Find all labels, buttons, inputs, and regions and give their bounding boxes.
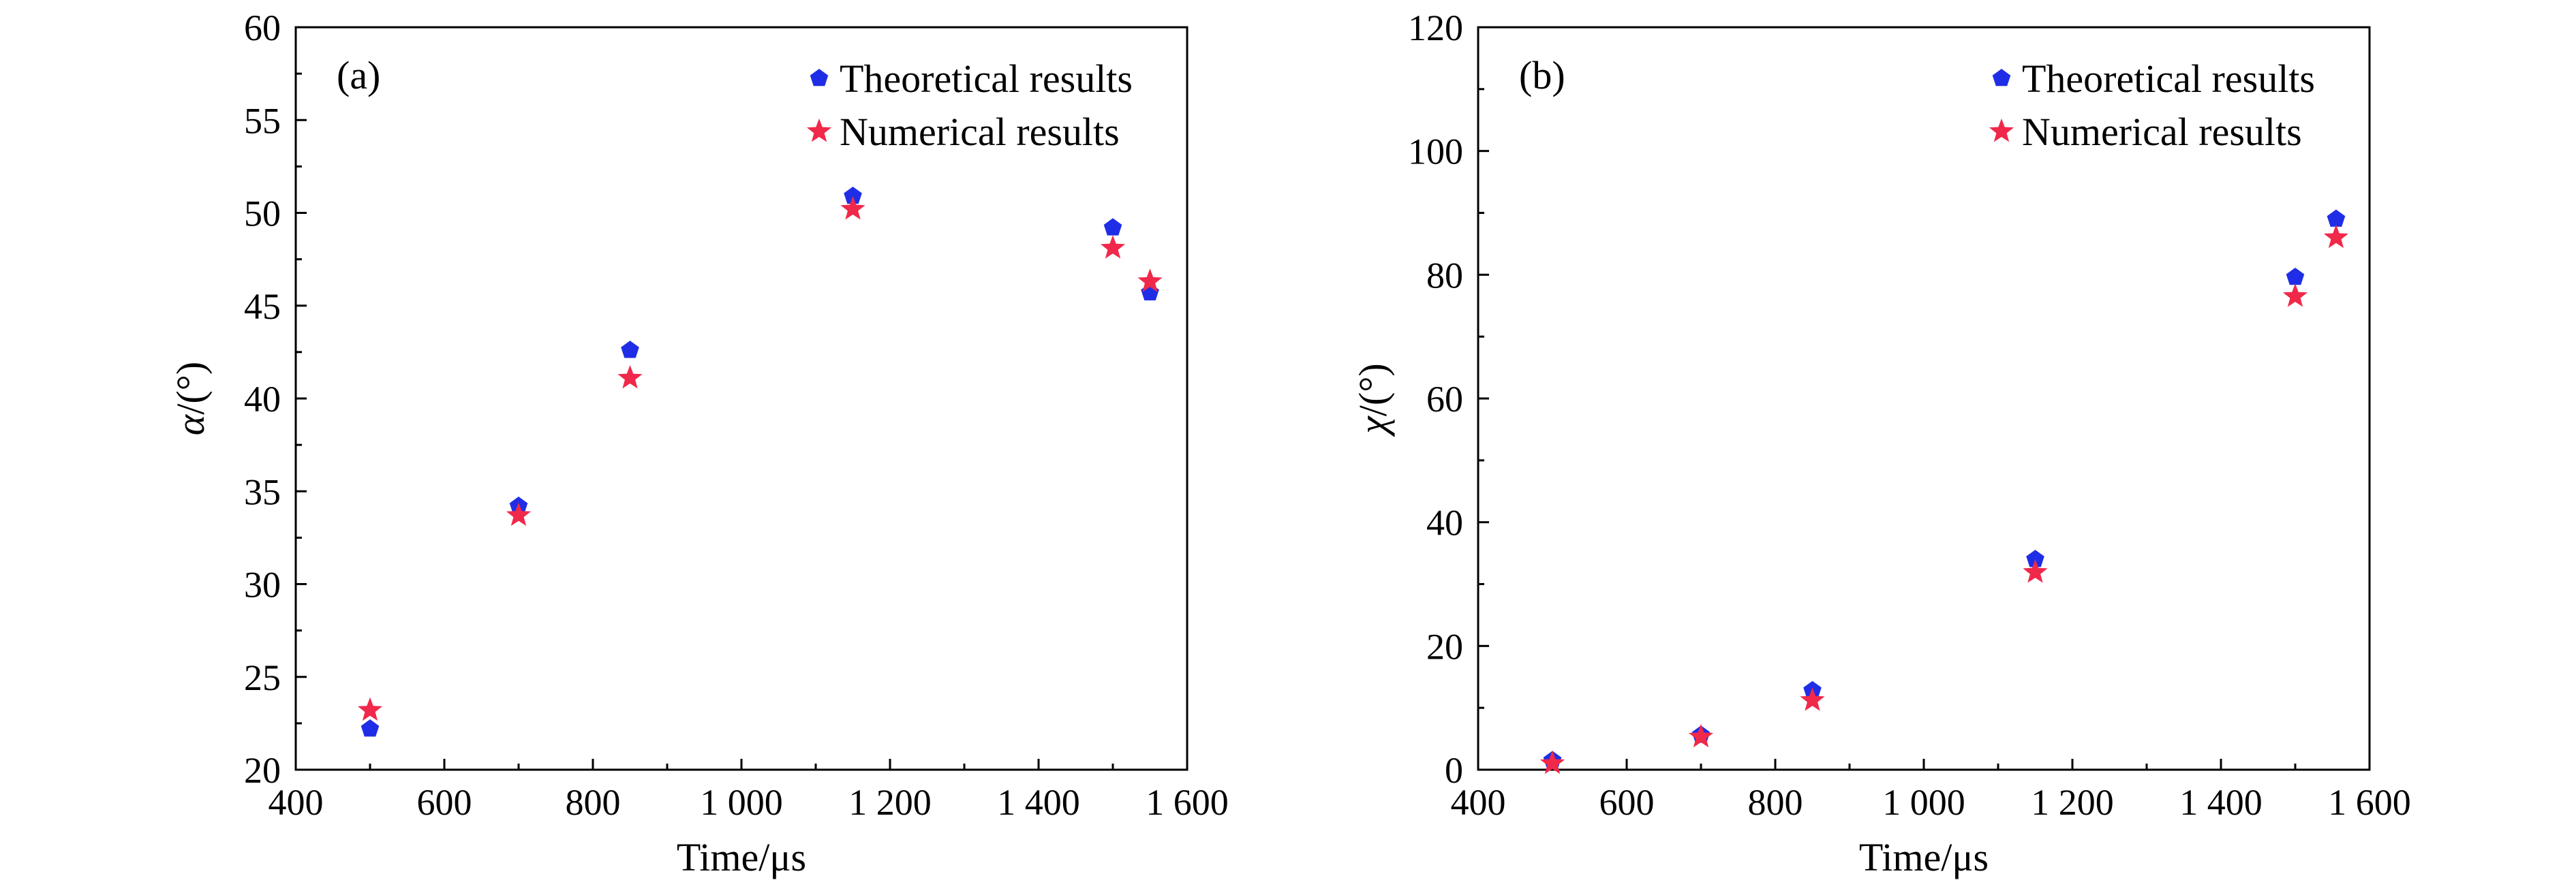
legend-marker-pentagon <box>1992 69 2011 87</box>
x-tick-label: 600 <box>1599 782 1655 823</box>
x-axis-title: Time/μs <box>1859 835 1989 879</box>
y-tick-label: 55 <box>244 100 281 141</box>
x-tick-label: 800 <box>566 782 621 823</box>
x-tick-label: 1 600 <box>1146 782 1229 823</box>
y-tick-label: 80 <box>1426 255 1463 296</box>
legend-marker-star <box>806 119 832 142</box>
data-point <box>2323 224 2348 249</box>
legend: Theoretical results Numerical results <box>1989 57 2315 154</box>
x-tick-label: 1 200 <box>848 782 932 823</box>
chart-panel-b: 400 600 800 1 000 1 200 1 400 1 600 0 20 40 60 80 10… <box>1351 7 2411 879</box>
y-tick-label: 60 <box>244 7 281 48</box>
x-tick-label: 1 000 <box>700 782 783 823</box>
x-tick-label: 1 000 <box>1882 782 1965 823</box>
y-tick-label: 60 <box>1426 379 1463 420</box>
data-point <box>621 341 639 358</box>
series-theoretical <box>361 187 1159 737</box>
y-tick-label: 120 <box>1408 7 1463 48</box>
data-point <box>1103 218 1122 236</box>
y-axis-unit: /(°) <box>168 362 213 415</box>
y-axis-symbol: χ <box>1351 416 1395 437</box>
y-axis-symbol: α <box>168 413 213 435</box>
data-point <box>2282 283 2308 307</box>
legend-label: Numerical results <box>840 110 1120 154</box>
data-point <box>1100 235 1126 259</box>
data-point <box>2026 550 2044 567</box>
legend-label: Theoretical results <box>840 57 1133 101</box>
y-tick-label: 0 <box>1445 750 1463 791</box>
data-point <box>617 365 643 389</box>
data-point <box>1688 723 1714 748</box>
data-point <box>2023 559 2048 583</box>
data-point <box>506 502 532 526</box>
y-axis-title: χ/(°) <box>1351 363 1395 437</box>
y-tick-label: 20 <box>1426 626 1463 667</box>
y-tick-label: 30 <box>244 565 281 606</box>
legend-label: Theoretical results <box>2022 57 2315 101</box>
y-tick-label: 35 <box>244 471 281 512</box>
x-tick-label: 800 <box>1748 782 1803 823</box>
data-point <box>1800 687 1825 711</box>
data-point <box>357 697 383 721</box>
x-axis-title: Time/μs <box>677 835 806 879</box>
y-axis-title: α/(°) <box>168 362 213 435</box>
series-numerical <box>357 196 1163 721</box>
y-tick-label: 20 <box>244 750 281 791</box>
x-tick-label: 1 200 <box>2031 782 2114 823</box>
data-point <box>2327 209 2346 227</box>
y-tick-label: 45 <box>244 286 281 327</box>
x-tick-label: 1 400 <box>2179 782 2263 823</box>
x-tick-label: 400 <box>269 782 324 823</box>
x-tick-label: 400 <box>1451 782 1506 823</box>
data-point <box>2286 268 2305 285</box>
panel-label: (b) <box>1519 53 1565 97</box>
x-tick-label: 1 400 <box>997 782 1080 823</box>
y-axis-unit: /(°) <box>1351 363 1395 416</box>
data-point <box>361 719 380 737</box>
x-tick-label: 600 <box>417 782 472 823</box>
series-numerical <box>1539 224 2348 774</box>
y-tick-label: 40 <box>1426 503 1463 544</box>
chart-panel-a: 400 600 800 1 000 1 200 1 400 1 600 20 25 30 35 40 4… <box>168 7 1229 879</box>
y-tick-label: 25 <box>244 657 281 698</box>
legend: Theoretical results Numerical results <box>806 57 1133 154</box>
series-theoretical <box>1543 209 2346 768</box>
x-tick-label: 1 600 <box>2328 782 2411 823</box>
data-point <box>1539 750 1565 774</box>
y-tick-label: 40 <box>244 379 281 420</box>
data-point <box>1137 268 1163 292</box>
panel-label: (a) <box>337 53 380 97</box>
data-point <box>840 196 865 220</box>
legend-label: Numerical results <box>2022 110 2302 154</box>
legend-marker-star <box>1989 119 2014 142</box>
y-tick-label: 50 <box>244 193 281 234</box>
y-tick-label: 100 <box>1408 131 1463 172</box>
data-point <box>844 187 862 204</box>
legend-marker-pentagon <box>810 69 829 87</box>
